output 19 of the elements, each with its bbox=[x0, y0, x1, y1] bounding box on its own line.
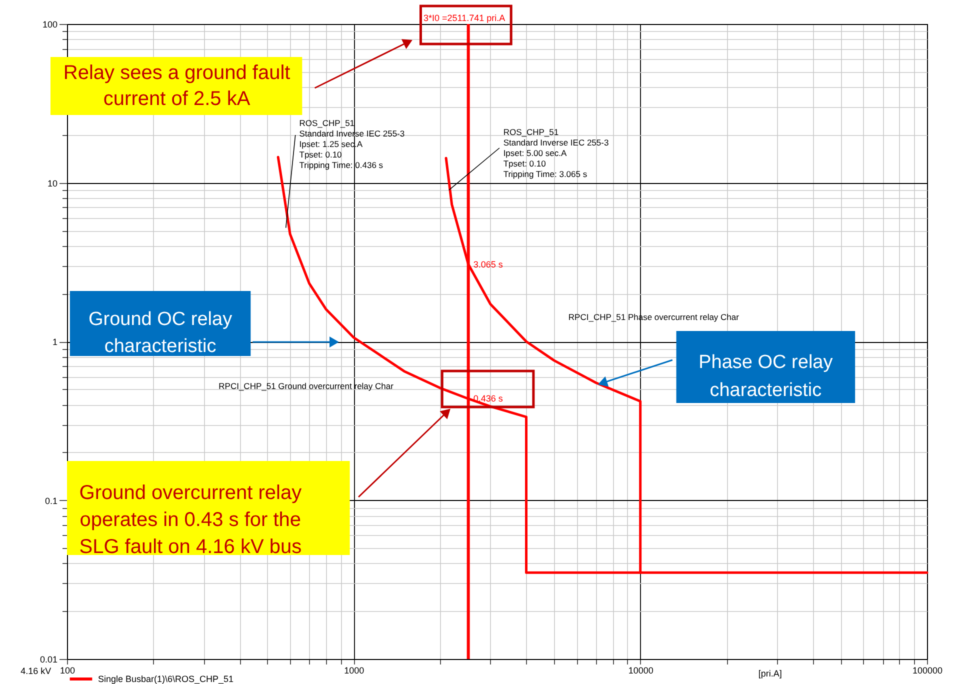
annotation: 3.065 s bbox=[473, 259, 504, 270]
x-tick-label: 100 bbox=[60, 666, 76, 676]
text: 4.16 kV bbox=[20, 666, 52, 676]
y-tick-label: 0.1 bbox=[44, 496, 58, 506]
annotation: Relay sees a ground fault current of 2.5 kA bbox=[63, 62, 291, 110]
x-tick-label: 1000 bbox=[344, 666, 364, 676]
ref-line-label: 3*I0 =2511.741 pri.A bbox=[424, 13, 506, 23]
annotation: Phase OC relay characteristic bbox=[698, 352, 834, 401]
y-tick-label: 100 bbox=[42, 20, 58, 30]
annotation: Ground OC relay characteristic bbox=[88, 309, 233, 357]
annotation: Ground overcurrent relay operates in 0.43 s for the SLG fault on 4.16 kV bus bbox=[79, 482, 302, 558]
y-tick-label: 1 bbox=[52, 337, 58, 347]
legend-label: Single Busbar(1)\6\ROS_CHP_51 bbox=[98, 674, 234, 684]
annotation: ROS_CHP_51 Standard Inverse IEC 255-3 Ipset: 5.00 sec.A Tpset: 0.10 Tripping Time: 3.065 s bbox=[503, 127, 609, 179]
y-tick-label: 0.01 bbox=[40, 654, 58, 664]
x-axis-title: [pri.A] bbox=[758, 668, 782, 678]
x-tick-label: 10000 bbox=[628, 666, 654, 676]
y-tick-label: 10 bbox=[47, 178, 58, 188]
x-tick-label: 100000 bbox=[912, 666, 943, 676]
